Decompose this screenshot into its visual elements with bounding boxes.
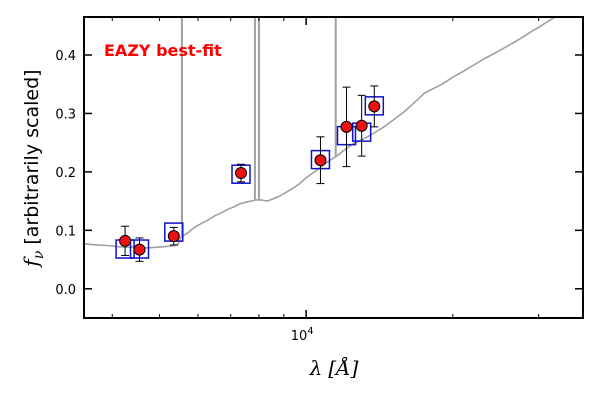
observed-point-0 xyxy=(119,234,132,247)
y-axis-label: fν[arbitrarily scaled] xyxy=(19,69,47,268)
photometry-layer xyxy=(115,85,385,262)
observed-point-3 xyxy=(234,167,247,180)
x-tick-label-base: 10 xyxy=(291,329,308,344)
y-axis-subscript: ν xyxy=(31,250,47,259)
observed-point-4 xyxy=(314,154,327,167)
x-axis-unit: [Å] xyxy=(328,355,358,380)
plot-frame xyxy=(83,16,584,319)
y-tick-label-0: 0.0 xyxy=(55,283,76,298)
y-tick-label-3: 0.3 xyxy=(55,107,76,122)
y-tick-label-4: 0.4 xyxy=(55,49,76,64)
x-axis-label: λ [Å] xyxy=(309,355,359,380)
model-sed-line xyxy=(84,17,557,249)
model-sed-layer xyxy=(84,17,557,249)
y-axis-text: [arbitrarily scaled] xyxy=(21,69,43,244)
observed-point-2 xyxy=(167,230,180,243)
x-axis-symbol: λ xyxy=(309,356,323,380)
x-tick-label-exponent: 4 xyxy=(307,326,313,337)
observed-point-1 xyxy=(133,243,146,256)
axis-ticks: 0.0 0.1 0.2 0.3 0.4 104 xyxy=(55,17,583,344)
observed-point-7 xyxy=(368,100,381,113)
observed-point-5 xyxy=(340,120,353,133)
y-tick-label-2: 0.2 xyxy=(55,166,76,181)
annotation-label: EAZY best-fit xyxy=(104,41,222,60)
observed-point-6 xyxy=(355,119,368,132)
y-tick-label-1: 0.1 xyxy=(55,224,76,239)
x-tick-label-0: 104 xyxy=(291,326,314,344)
